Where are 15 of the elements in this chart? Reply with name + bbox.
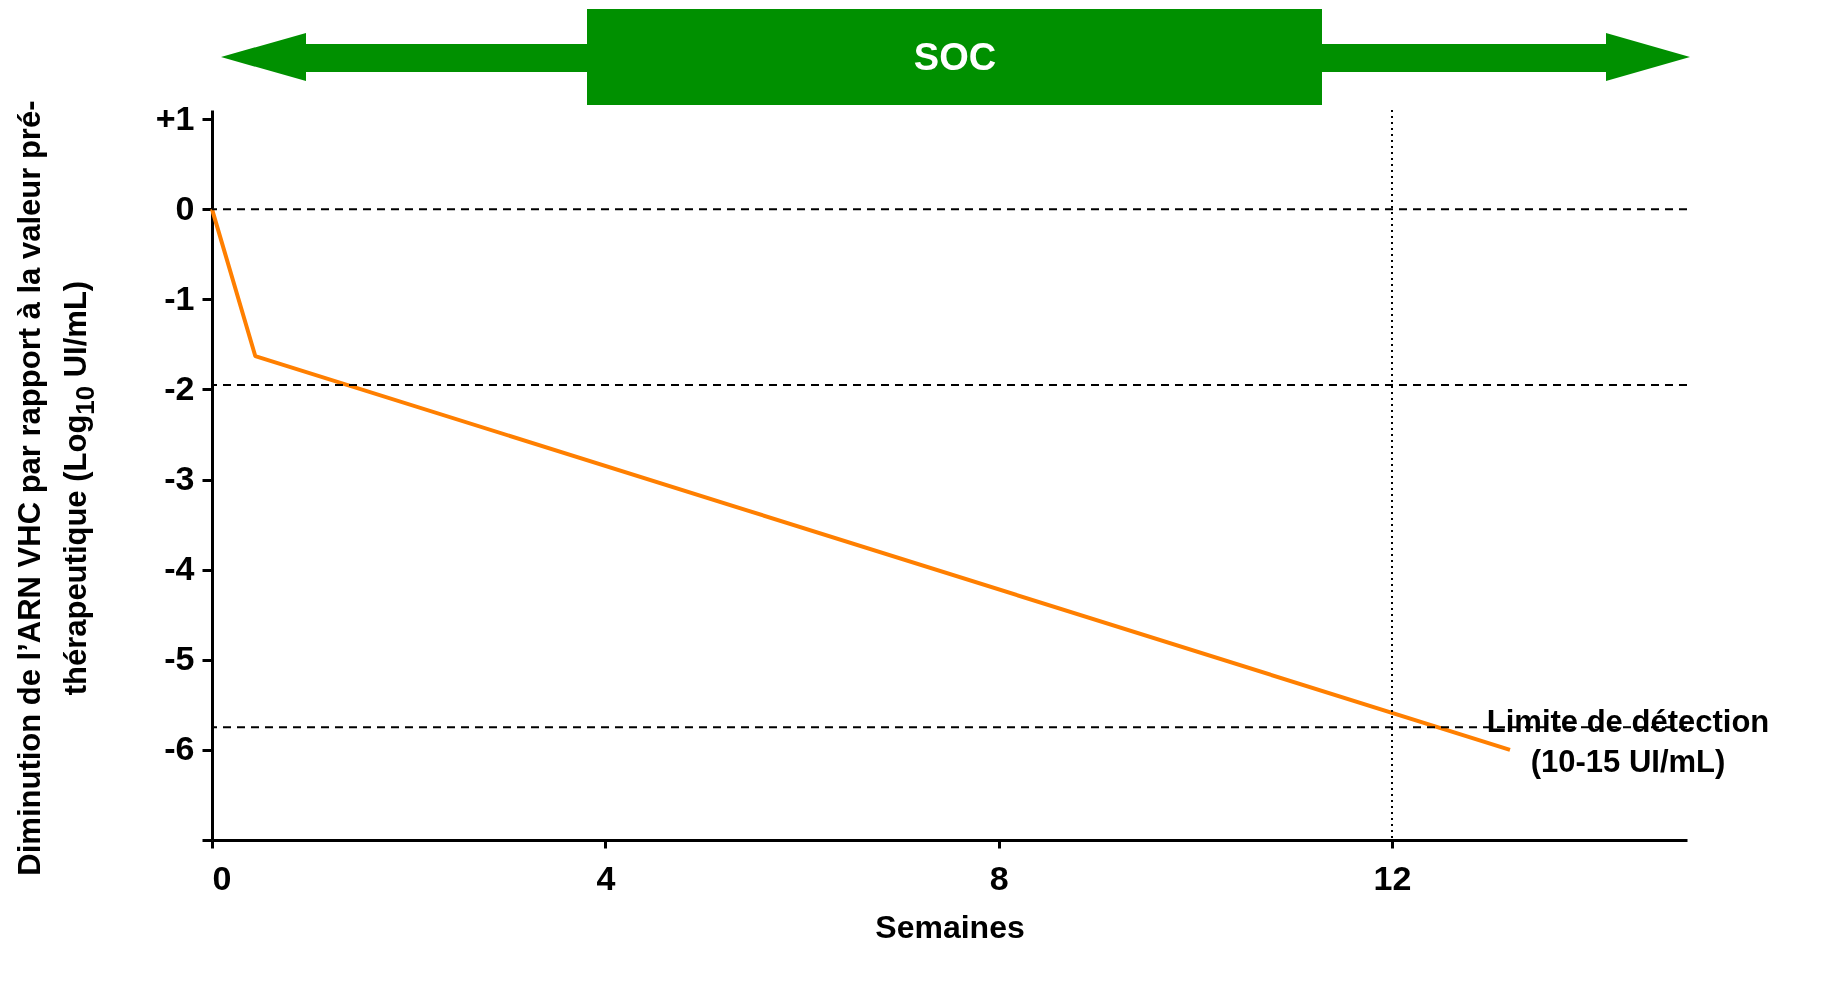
y-tick-label: +1 bbox=[155, 98, 195, 137]
x-tick-label: 12 bbox=[1373, 858, 1412, 897]
x-tick-label: 4 bbox=[596, 858, 616, 897]
y-tick-label: -4 bbox=[164, 549, 195, 588]
text: SOC bbox=[912, 36, 998, 79]
x-tick-label: 8 bbox=[989, 858, 1009, 897]
y-tick-label: -6 bbox=[164, 729, 195, 768]
y-tick-label: -3 bbox=[164, 459, 195, 498]
x-tick-label: 0 bbox=[212, 858, 232, 897]
y-tick-label: -2 bbox=[164, 368, 195, 407]
y-tick-label: 0 bbox=[175, 188, 195, 227]
ref-line-label: Limite de détection (10-15 UI/mL) bbox=[1486, 704, 1770, 780]
x-axis-title: Semaines bbox=[875, 908, 1025, 945]
y-tick-label: -1 bbox=[164, 278, 195, 317]
y-tick-label: -5 bbox=[164, 639, 195, 678]
